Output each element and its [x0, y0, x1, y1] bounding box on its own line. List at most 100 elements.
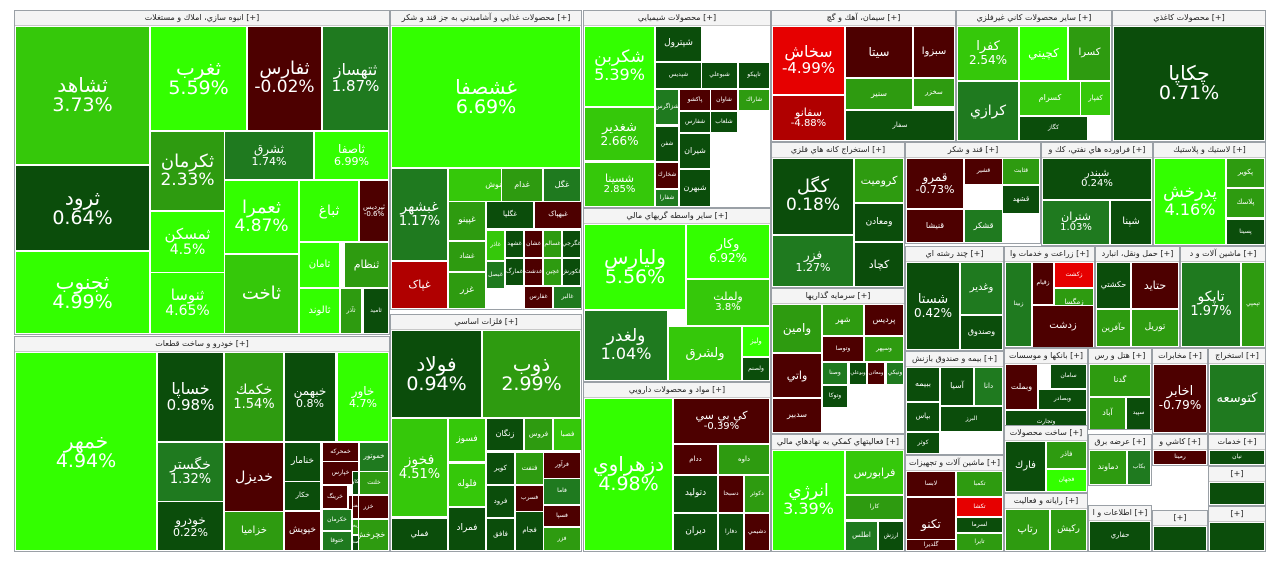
- sector-title[interactable]: [+]: [1209, 507, 1265, 522]
- stock-tile[interactable]: گلديرا: [906, 539, 956, 551]
- stock-tile[interactable]: خپويش: [284, 511, 321, 551]
- stock-tile[interactable]: تاپكو 1.97%: [1181, 262, 1241, 347]
- stock-tile[interactable]: فصبا: [553, 418, 581, 451]
- stock-tile[interactable]: شيران: [679, 133, 711, 169]
- stock-tile[interactable]: خكرمان: [322, 509, 352, 531]
- sector-title[interactable]: رايانه و فعاليت [+]: [1005, 494, 1087, 509]
- stock-tile[interactable]: پسينا: [1226, 219, 1265, 245]
- stock-tile[interactable]: واتي: [772, 353, 822, 398]
- stock-tile[interactable]: سپيد: [1126, 397, 1151, 429]
- stock-tile[interactable]: [1209, 482, 1265, 505]
- stock-tile[interactable]: سامان: [1050, 364, 1087, 389]
- stock-tile[interactable]: فمراد: [448, 507, 486, 551]
- stock-tile[interactable]: دشيمي: [744, 513, 770, 551]
- stock-tile[interactable]: ونيكي: [886, 362, 904, 385]
- stock-tile[interactable]: شغدير 2.66%: [584, 107, 655, 161]
- sector-title[interactable]: حمل ونقل، انبارد [+]: [1096, 247, 1179, 262]
- stock-tile[interactable]: كي بي سي -0.39%: [673, 398, 770, 444]
- stock-tile[interactable]: شستا 0.42%: [906, 262, 960, 350]
- stock-tile[interactable]: شاراك: [738, 89, 770, 111]
- stock-tile[interactable]: سدبير: [772, 398, 822, 433]
- stock-tile[interactable]: بپاس: [906, 402, 940, 432]
- stock-tile[interactable]: تايرا: [956, 533, 1003, 551]
- stock-tile[interactable]: غزر: [448, 272, 486, 309]
- stock-tile[interactable]: فاما: [543, 478, 581, 505]
- stock-tile[interactable]: توريل: [1131, 309, 1179, 347]
- stock-tile[interactable]: ثامان: [299, 242, 340, 288]
- sector-title[interactable]: ساير واسطه گريهاي مالي [+]: [584, 209, 770, 224]
- stock-tile[interactable]: خزاميا: [224, 511, 284, 551]
- stock-tile[interactable]: دانا: [974, 367, 1003, 406]
- sector-title[interactable]: سيمان، آهك و گچ [+]: [772, 11, 955, 26]
- stock-tile[interactable]: شلعاب: [710, 111, 738, 133]
- stock-tile[interactable]: شفارا: [655, 189, 679, 207]
- stock-tile[interactable]: فملي: [391, 518, 448, 551]
- stock-tile[interactable]: ثفارس -0.02%: [247, 26, 322, 131]
- stock-tile[interactable]: ثجنوب 4.99%: [15, 251, 150, 334]
- stock-tile[interactable]: فسوز: [448, 418, 486, 462]
- stock-tile[interactable]: داوه: [718, 444, 770, 475]
- stock-tile[interactable]: قثابت: [1002, 158, 1040, 185]
- stock-tile[interactable]: بكاب: [1127, 450, 1151, 485]
- stock-tile[interactable]: ارزش: [878, 521, 904, 551]
- stock-tile[interactable]: فنفت: [515, 452, 544, 485]
- stock-tile[interactable]: ثاميد: [363, 288, 389, 334]
- stock-tile[interactable]: غشان: [524, 230, 543, 258]
- stock-tile[interactable]: غبصل: [486, 261, 505, 289]
- stock-tile[interactable]: فرود: [486, 485, 515, 518]
- stock-tile[interactable]: سخزر: [913, 78, 955, 107]
- stock-tile[interactable]: ولشرق: [668, 326, 742, 381]
- stock-tile[interactable]: غشاد: [448, 241, 486, 272]
- stock-tile[interactable]: البرز: [940, 406, 1003, 432]
- sector-title[interactable]: عرضه برق [+]: [1089, 435, 1151, 450]
- stock-tile[interactable]: ثآذر: [340, 288, 362, 334]
- sector-title[interactable]: سرمايه گذاريها [+]: [772, 289, 904, 304]
- stock-tile[interactable]: خريخت: [352, 519, 359, 535]
- stock-tile[interactable]: شپديس: [655, 62, 702, 89]
- stock-tile[interactable]: كچيني: [1019, 26, 1068, 81]
- sector-title[interactable]: [+]: [1209, 467, 1265, 482]
- stock-tile[interactable]: رمينا: [1153, 450, 1207, 465]
- stock-tile[interactable]: فجام: [515, 511, 544, 551]
- stock-tile[interactable]: فرابورس: [845, 450, 904, 495]
- stock-tile[interactable]: خاور 4.7%: [337, 352, 389, 442]
- stock-tile[interactable]: آباد: [1089, 397, 1126, 429]
- stock-tile[interactable]: ثتهساز 1.87%: [322, 26, 389, 131]
- stock-tile[interactable]: زنگان: [486, 418, 524, 451]
- stock-tile[interactable]: شخارك: [655, 162, 679, 189]
- stock-tile[interactable]: فزر 1.27%: [772, 235, 854, 287]
- stock-tile[interactable]: فارك: [1005, 441, 1046, 492]
- stock-tile[interactable]: قمرو -0.73%: [906, 158, 964, 209]
- stock-tile[interactable]: ومعادن: [854, 203, 904, 242]
- stock-tile[interactable]: وصندوق: [960, 315, 1003, 350]
- stock-tile[interactable]: اطلس: [845, 521, 878, 551]
- sector-title[interactable]: محصولات شيميايي [+]: [584, 11, 770, 26]
- stock-tile[interactable]: غالبر: [553, 286, 581, 309]
- stock-tile[interactable]: ومعادن: [867, 362, 885, 385]
- stock-tile[interactable]: ثباغ: [299, 180, 359, 242]
- stock-tile[interactable]: خموتور: [359, 442, 389, 472]
- stock-tile[interactable]: ثالوند: [299, 288, 340, 334]
- stock-tile[interactable]: كروميت: [854, 158, 904, 203]
- stock-tile[interactable]: چكاپا 0.71%: [1113, 26, 1265, 141]
- stock-tile[interactable]: تاپيكو: [738, 62, 770, 89]
- sector-title[interactable]: محصولات غذايي و آشاميدني به جز قند و شكر…: [391, 11, 581, 26]
- sector-title[interactable]: محصولات كاغذي [+]: [1113, 11, 1265, 26]
- stock-tile[interactable]: غگل: [543, 168, 581, 202]
- stock-tile[interactable]: ثرود 0.64%: [15, 165, 150, 251]
- stock-tile[interactable]: شسينا 2.85%: [584, 162, 655, 207]
- stock-tile[interactable]: پدرخش 4.16%: [1154, 158, 1226, 245]
- stock-tile[interactable]: غچين: [543, 258, 562, 286]
- stock-tile[interactable]: شفن: [655, 126, 679, 162]
- stock-tile[interactable]: فروس: [524, 418, 553, 451]
- sector-title[interactable]: [+]: [1153, 511, 1207, 526]
- stock-tile[interactable]: دتوليد: [673, 475, 718, 513]
- stock-tile[interactable]: وبملت: [1005, 364, 1038, 410]
- sector-title[interactable]: بيمه و صندوق بازنش [+]: [906, 352, 1003, 367]
- stock-tile[interactable]: شكربن 5.39%: [584, 26, 655, 107]
- stock-tile[interactable]: كارا: [845, 495, 904, 520]
- sector-title[interactable]: خودرو و ساخت قطعات [+]: [15, 337, 389, 352]
- stock-tile[interactable]: سفانو -4.88%: [772, 95, 845, 141]
- stock-tile[interactable]: غمارگ: [505, 258, 524, 286]
- stock-tile[interactable]: شتران 1.03%: [1042, 200, 1110, 245]
